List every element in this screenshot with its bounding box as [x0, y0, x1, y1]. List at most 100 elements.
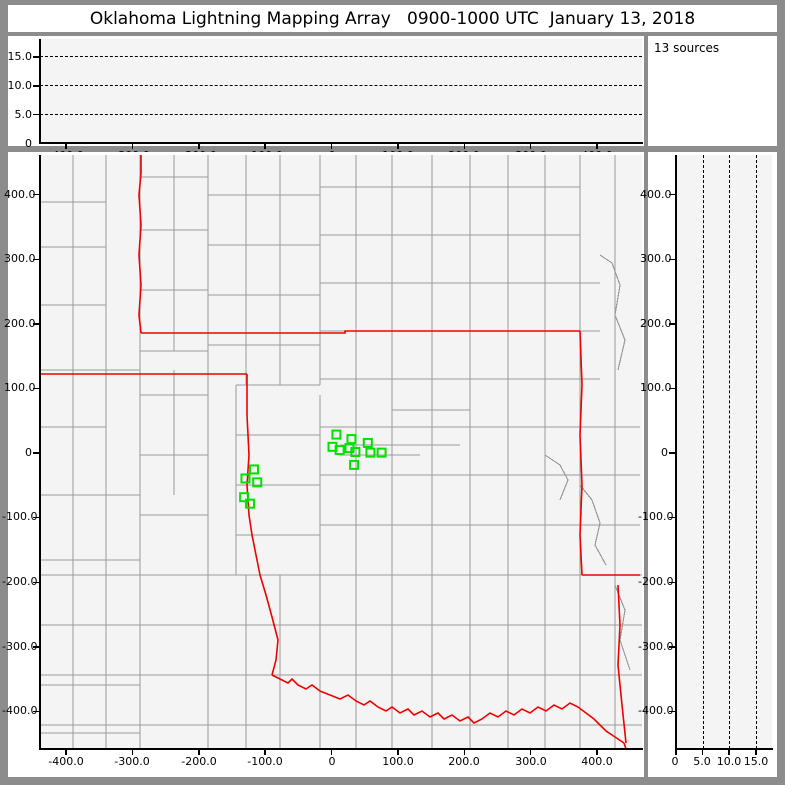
- source-marker[interactable]: [346, 434, 357, 445]
- map-ytick-label-300: 300.0: [4, 252, 36, 265]
- map-xtick-0: [330, 749, 333, 755]
- right-ytick-0: [669, 452, 676, 454]
- map-xtick-label--400: -400.0: [48, 755, 84, 768]
- gridline-y-10: [40, 85, 642, 87]
- xtick--200: [198, 143, 200, 149]
- map-ytick--400: [33, 710, 40, 713]
- page-title: Oklahoma Lightning Mapping Array 0900-10…: [89, 8, 696, 29]
- map-xtick-label-200: 200.0: [448, 755, 480, 768]
- xtick-100: [397, 143, 399, 149]
- right-ytick-200: [669, 323, 676, 325]
- gridline-y-5: [40, 114, 642, 116]
- map-xtick-label-400: 400.0: [581, 755, 613, 768]
- right-xtick-label-15: 15.0: [743, 755, 769, 768]
- right-ytick-label--100: -100.0: [638, 510, 674, 523]
- county-borders: [40, 155, 642, 749]
- source-marker[interactable]: [331, 429, 342, 440]
- source-marker[interactable]: [245, 498, 256, 509]
- map-xtick-200: [463, 749, 466, 755]
- source-marker[interactable]: [240, 473, 251, 484]
- xtick--300: [131, 143, 134, 149]
- ytick-label-15: 15.0: [7, 50, 33, 63]
- map-xtick-300: [529, 749, 532, 755]
- map-xtick--200: [198, 749, 200, 755]
- lightning-source-markers[interactable]: [40, 155, 642, 749]
- map-ytick-label-200: 200.0: [4, 317, 36, 330]
- right-ytick-label--400: -400.0: [638, 704, 674, 717]
- gridline-x-5: [702, 155, 704, 749]
- map-y-axis: [39, 155, 41, 749]
- right-ytick-label-400: 400.0: [640, 188, 672, 201]
- altitude-vs-east-plot-area[interactable]: [40, 39, 642, 143]
- right-ytick-label-0: 0: [661, 446, 668, 459]
- right-ytick-300: [669, 258, 676, 261]
- top-panel-y-axis: [39, 39, 41, 143]
- map-ytick-400: [33, 193, 40, 196]
- right-ytick-100: [669, 387, 676, 390]
- gridline-y-15: [40, 56, 642, 58]
- map-xtick-label-100: 100.0: [382, 755, 414, 768]
- ytick-label-0: 0: [25, 137, 32, 150]
- map-ytick-label-400: 400.0: [4, 188, 36, 201]
- right-ytick-label--200: -200.0: [638, 575, 674, 588]
- map-xtick-label--200: -200.0: [181, 755, 217, 768]
- source-marker[interactable]: [248, 464, 259, 475]
- source-marker[interactable]: [349, 459, 360, 470]
- map-ytick--200: [33, 581, 40, 584]
- map-ytick--300: [33, 646, 40, 648]
- source-marker[interactable]: [362, 437, 373, 448]
- right-ytick-label--300: -300.0: [638, 640, 674, 653]
- ytick-15: [33, 56, 40, 58]
- map-x-axis: [39, 748, 643, 750]
- right-ytick--400: [669, 710, 676, 713]
- plan-view-map-plot-area[interactable]: [40, 155, 642, 749]
- xtick-200: [463, 143, 466, 149]
- ytick-label-5: 5.0: [14, 108, 33, 121]
- map-xtick--100: [264, 749, 266, 755]
- source-marker[interactable]: [365, 447, 376, 458]
- altitude-vs-east-panel[interactable]: 15.0 10.0 5.0 0 -400.0 -300.0 -200.0 -10…: [7, 36, 644, 162]
- map-ytick--100: [33, 516, 40, 519]
- map-xtick-400: [596, 749, 598, 755]
- right-ytick--100: [669, 516, 676, 519]
- title-bar: Oklahoma Lightning Mapping Array 0900-10…: [8, 5, 777, 32]
- right-ytick-400: [669, 193, 676, 196]
- right-xtick-label-0: 0: [671, 755, 679, 768]
- xtick--100: [264, 143, 266, 149]
- right-xtick-label-10: 10.0: [716, 755, 742, 768]
- source-marker[interactable]: [334, 445, 345, 456]
- right-xtick-0: [675, 749, 677, 755]
- xtick-0: [330, 143, 333, 149]
- plan-view-map-panel[interactable]: 400.0 300.0 200.0 100.0 0 -100.0 -200.0 …: [2, 152, 644, 777]
- map-xtick--400: [65, 749, 67, 755]
- source-marker[interactable]: [350, 447, 361, 457]
- map-xtick-label--300: -300.0: [114, 755, 150, 768]
- source-marker[interactable]: [252, 477, 263, 488]
- map-ytick-300: [33, 258, 40, 261]
- map-xtick-label--100: -100.0: [247, 755, 283, 768]
- xtick-400: [596, 143, 598, 149]
- sources-count-panel: 13 sources: [648, 36, 777, 146]
- map-xtick-label-300: 300.0: [515, 755, 547, 768]
- xtick--400: [65, 143, 67, 149]
- sources-count-label: 13 sources: [654, 41, 720, 55]
- xtick-300: [529, 143, 532, 149]
- map-xtick-100: [397, 749, 399, 755]
- right-panel-x-axis: [675, 748, 773, 750]
- altitude-vs-north-plot-area[interactable]: [676, 155, 772, 749]
- right-xtick-5: [701, 749, 704, 755]
- altitude-vs-north-panel[interactable]: 400.0 300.0 200.0 100.0 0 -100.0 -200.0 …: [638, 152, 777, 777]
- gridline-x-15: [756, 155, 757, 749]
- source-marker[interactable]: [239, 492, 250, 503]
- map-xtick--300: [131, 749, 134, 755]
- map-xtick-label-0: 0: [328, 755, 336, 768]
- map-ytick-label-0: 0: [25, 446, 32, 459]
- top-panel-x-axis: [39, 142, 643, 144]
- ytick-10: [33, 85, 40, 87]
- ytick-5: [33, 113, 40, 116]
- right-ytick-label-300: 300.0: [640, 252, 672, 265]
- right-xtick-10: [728, 749, 730, 755]
- source-marker[interactable]: [376, 447, 387, 458]
- right-ytick-label-100: 100.0: [640, 381, 672, 394]
